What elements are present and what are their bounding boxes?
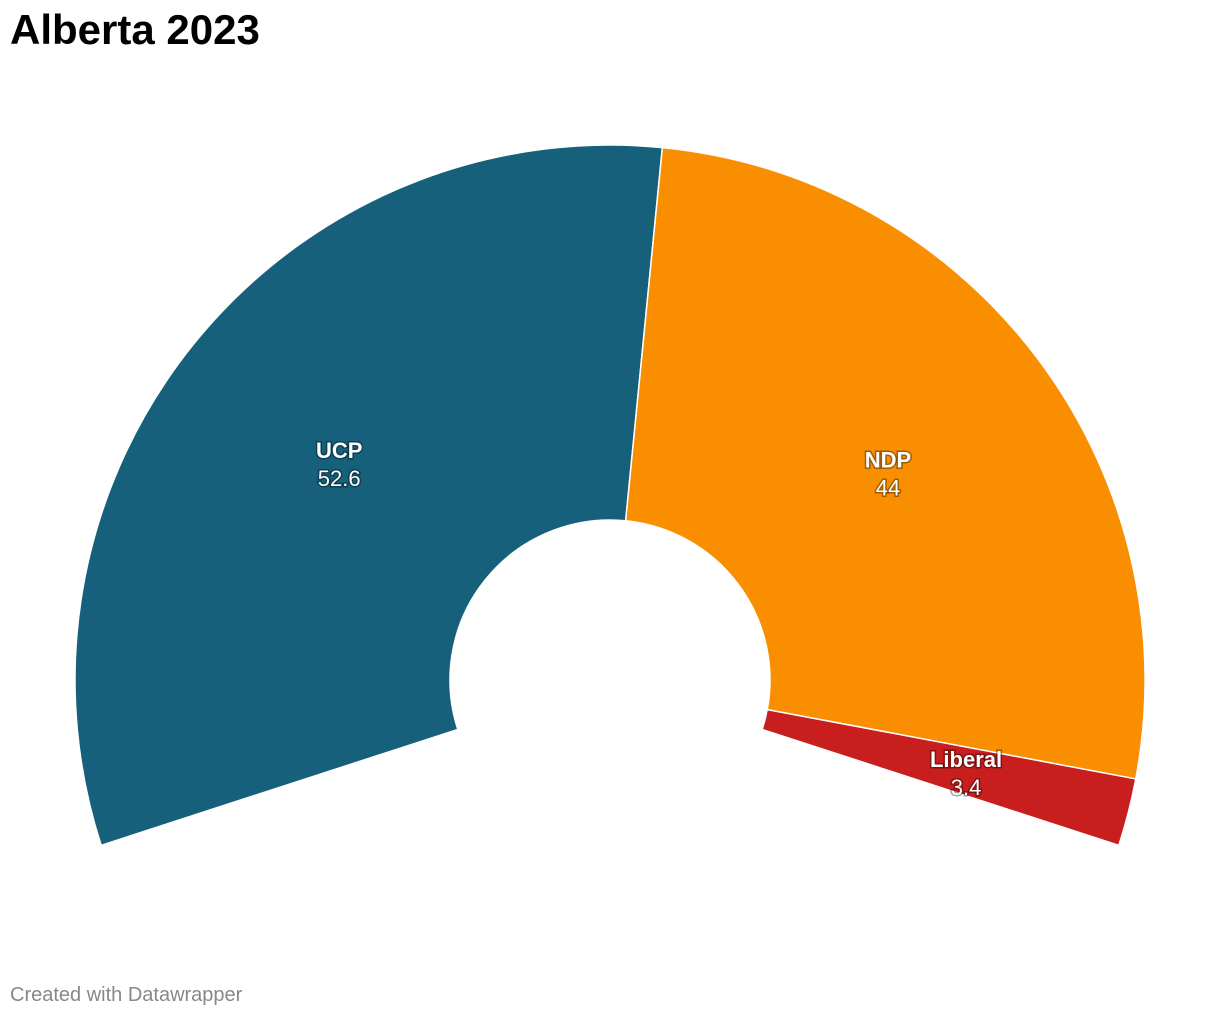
slice-label-ndp: NDP <box>865 448 911 473</box>
slice-value-ucp: 52.6 <box>318 466 361 491</box>
footer-credit: Created with Datawrapper <box>10 984 243 1006</box>
slice-label-ucp: UCP <box>316 438 362 463</box>
slices-group <box>74 144 1146 847</box>
slice-value-ndp: 44 <box>876 476 900 501</box>
labels-group: UCP 52.6 NDP 44 Liberal 3.4 <box>314 437 1003 802</box>
slice-ndp <box>624 146 1146 780</box>
chart-title: Alberta 2023 <box>10 6 260 53</box>
slice-value-liberal: 3.4 <box>951 775 982 800</box>
slice-liberal <box>761 708 1137 847</box>
slice-label-liberal: Liberal <box>930 747 1002 772</box>
slice-ucp <box>74 144 664 847</box>
